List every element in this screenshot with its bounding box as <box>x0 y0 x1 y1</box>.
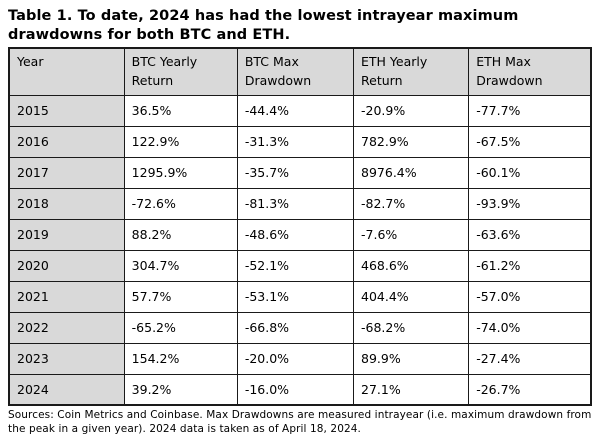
value-cell: -20.9% <box>353 94 470 127</box>
table-row: 2018 -72.6% -81.3% -82.7% -93.9% <box>8 187 592 220</box>
year-cell: 2018 <box>8 187 125 220</box>
year-cell: 2015 <box>8 94 125 127</box>
table-title: Table 1. To date, 2024 has had the lowes… <box>8 8 519 43</box>
data-table: Year BTC Yearly Return BTC Max Drawdown ETH… <box>8 47 592 407</box>
value-cell: -20.0% <box>236 342 355 375</box>
value-cell: 404.4% <box>353 280 470 313</box>
table-row: 2015 36.5% -44.4% -20.9% -77.7% <box>8 94 592 127</box>
value-cell: -16.0% <box>236 373 355 406</box>
value-cell: -65.2% <box>123 311 238 344</box>
year-cell: 2021 <box>8 280 125 313</box>
value-cell: -44.4% <box>236 94 355 127</box>
value-cell: -68.2% <box>353 311 470 344</box>
year-cell: 2019 <box>8 218 125 251</box>
value-cell: 468.6% <box>353 249 470 282</box>
value-cell: -53.1% <box>236 280 355 313</box>
table-row: 2021 57.7% -53.1% 404.4% -57.0% <box>8 280 592 313</box>
table-row: 2023 154.2% -20.0% 89.9% -27.4% <box>8 342 592 375</box>
table-row: 2016 122.9% -31.3% 782.9% -67.5% <box>8 125 592 158</box>
value-cell: 27.1% <box>353 373 470 406</box>
year-cell: 2022 <box>8 311 125 344</box>
value-cell: 39.2% <box>123 373 238 406</box>
value-cell: -63.6% <box>468 218 592 251</box>
source-note: Sources: Coin Metrics and Coinbase. Max … <box>8 409 592 435</box>
header-row: Year BTC Yearly Return BTC Max Drawdown ETH… <box>8 47 592 96</box>
value-cell: 88.2% <box>123 218 238 251</box>
value-cell: -26.7% <box>468 373 592 406</box>
year-cell: 2020 <box>8 249 125 282</box>
column-header: ETH Max Drawdown <box>468 47 592 96</box>
value-cell: 122.9% <box>123 125 238 158</box>
table-row: 2017 1295.9% -35.7% 8976.4% -60.1% <box>8 156 592 189</box>
value-cell: 36.5% <box>123 94 238 127</box>
value-cell: -52.1% <box>236 249 355 282</box>
value-cell: -74.0% <box>468 311 592 344</box>
value-cell: -93.9% <box>468 187 592 220</box>
table-header: Year BTC Yearly Return BTC Max Drawdown ETH… <box>8 47 592 96</box>
value-cell: -57.0% <box>468 280 592 313</box>
value-cell: -72.6% <box>123 187 238 220</box>
value-cell: -77.7% <box>468 94 592 127</box>
value-cell: -81.3% <box>236 187 355 220</box>
value-cell: -27.4% <box>468 342 592 375</box>
column-header: BTC Yearly Return <box>123 47 238 96</box>
value-cell: 304.7% <box>123 249 238 282</box>
value-cell: 1295.9% <box>123 156 238 189</box>
year-cell: 2017 <box>8 156 125 189</box>
value-cell: 57.7% <box>123 280 238 313</box>
year-cell: 2016 <box>8 125 125 158</box>
value-cell: 782.9% <box>353 125 470 158</box>
value-cell: -66.8% <box>236 311 355 344</box>
table-row: 2020 304.7% -52.1% 468.6% -61.2% <box>8 249 592 282</box>
table-row: 2022 -65.2% -66.8% -68.2% -74.0% <box>8 311 592 344</box>
value-cell: -61.2% <box>468 249 592 282</box>
column-header: Year <box>8 47 125 96</box>
year-cell: 2024 <box>8 373 125 406</box>
table-body: 2015 36.5% -44.4% -20.9% -77.7% 2016 122.9% -31… <box>8 94 592 406</box>
value-cell: 8976.4% <box>353 156 470 189</box>
value-cell: 154.2% <box>123 342 238 375</box>
column-header: BTC Max Drawdown <box>236 47 355 96</box>
table-row: 2024 39.2% -16.0% 27.1% -26.7% <box>8 373 592 406</box>
year-cell: 2023 <box>8 342 125 375</box>
value-cell: -48.6% <box>236 218 355 251</box>
value-cell: -7.6% <box>353 218 470 251</box>
value-cell: -60.1% <box>468 156 592 189</box>
table-row: 2019 88.2% -48.6% -7.6% -63.6% <box>8 218 592 251</box>
value-cell: -82.7% <box>353 187 470 220</box>
value-cell: 89.9% <box>353 342 470 375</box>
value-cell: -35.7% <box>236 156 355 189</box>
value-cell: -67.5% <box>468 125 592 158</box>
value-cell: -31.3% <box>236 125 355 158</box>
column-header: ETH Yearly Return <box>353 47 470 96</box>
